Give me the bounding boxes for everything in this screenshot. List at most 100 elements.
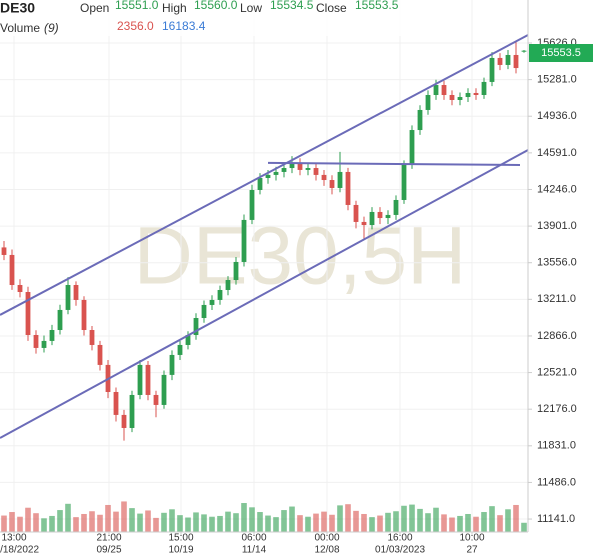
- volume-bar: [433, 507, 439, 532]
- volume-bar: [505, 509, 511, 532]
- candle-body: [385, 214, 391, 219]
- x-tick-date: 11/14: [242, 545, 267, 556]
- open-value: 15551.0: [115, 0, 159, 12]
- close-label: Close: [316, 1, 347, 15]
- x-tick-label: 21:00: [96, 533, 121, 544]
- volume-bar: [321, 511, 327, 532]
- candle-body: [393, 199, 399, 215]
- volume-bar: [465, 513, 471, 532]
- candle-body: [257, 178, 263, 190]
- volume-bar: [449, 517, 455, 532]
- candle-body: [305, 168, 311, 170]
- volume-bar: [209, 516, 215, 532]
- x-tick-label: 10:00: [459, 533, 484, 544]
- volume-bar: [417, 508, 423, 532]
- candle-body: [249, 190, 255, 220]
- candle-body: [137, 364, 143, 395]
- candle-body: [361, 221, 367, 226]
- high-value: 15560.0: [194, 0, 238, 12]
- volume-bar: [313, 513, 319, 532]
- volume-bar: [425, 513, 431, 532]
- volume-bar: [121, 501, 127, 532]
- candle-body: [65, 285, 71, 310]
- candle-body: [441, 85, 447, 95]
- candle-body: [97, 344, 103, 365]
- candle-body: [129, 394, 135, 428]
- volume-bar: [89, 511, 95, 532]
- x-tick-date: 27: [466, 545, 478, 556]
- y-tick-label: 11831.0: [537, 440, 576, 452]
- volume-bar: [49, 515, 55, 532]
- candle-body: [337, 171, 343, 188]
- volume-bar: [185, 517, 191, 532]
- candle-body: [465, 92, 471, 98]
- volume-label: Volume: [0, 21, 40, 35]
- volume-bar: [241, 503, 247, 532]
- y-tick-label: 12866.0: [537, 330, 577, 342]
- volume-bar: [153, 517, 159, 532]
- y-tick-label: 13556.0: [537, 257, 577, 269]
- candle-body: [121, 414, 127, 428]
- last-price: 15553.5: [541, 47, 581, 59]
- volume-bar: [385, 512, 391, 532]
- candle-body: [377, 211, 383, 219]
- candle-body: [297, 162, 303, 170]
- candle-body: [33, 334, 39, 348]
- volume-bar: [481, 512, 487, 532]
- volume-bar: [345, 504, 351, 532]
- candle-body: [1, 247, 7, 255]
- candle-body: [401, 164, 407, 200]
- volume-bar: [377, 515, 383, 532]
- x-tick-label: 16:00: [387, 533, 412, 544]
- y-tick-label: 12176.0: [537, 403, 577, 415]
- volume-bar: [65, 503, 71, 532]
- volume-bar: [161, 512, 167, 532]
- candle-body: [89, 330, 95, 345]
- volume-bar: [289, 506, 295, 532]
- volume-bar: [73, 517, 79, 532]
- x-tick-date: 10/19: [168, 545, 193, 556]
- candle-body: [185, 334, 191, 345]
- candle-body: [473, 92, 479, 95]
- candle-body: [177, 344, 183, 355]
- candle-body: [521, 50, 527, 52]
- last-price-box: [529, 44, 593, 62]
- volume-bar: [513, 504, 519, 532]
- x-tick-date: 01/03/2023: [375, 545, 425, 556]
- volume-bar: [33, 513, 39, 532]
- y-tick-label: 14936.0: [537, 110, 577, 122]
- candle-body: [193, 318, 199, 335]
- candle-body: [433, 85, 439, 95]
- open-label: Open: [80, 1, 109, 15]
- candle-body: [409, 130, 415, 165]
- volume-bar: [41, 518, 47, 532]
- candle-body: [113, 391, 119, 415]
- trendline: [0, 149, 529, 439]
- volume-period: (9): [44, 21, 59, 35]
- candle-body: [201, 304, 207, 319]
- volume-bar: [25, 507, 31, 532]
- volume-bar: [129, 508, 135, 532]
- candle-body: [161, 374, 167, 405]
- x-tick-label: 13:00: [1, 533, 26, 544]
- candle-body: [217, 289, 223, 300]
- candle-body: [449, 95, 455, 100]
- volume-bar: [457, 515, 463, 532]
- x-tick-date: 09/25: [96, 545, 121, 556]
- volume-bar: [297, 515, 303, 532]
- candle-body: [57, 309, 63, 331]
- candle-body: [313, 168, 319, 175]
- candle-body: [153, 394, 159, 405]
- candle-body: [233, 261, 239, 281]
- y-tick-label: 13901.0: [537, 220, 577, 232]
- volume-value: 2356.0: [117, 19, 154, 33]
- volume-bar: [273, 517, 279, 532]
- volume-bar: [225, 511, 231, 532]
- header-bg: [0, 0, 420, 36]
- candle-body: [505, 54, 511, 65]
- volume-bar: [489, 506, 495, 532]
- candle-body: [321, 174, 327, 181]
- volume-bar: [521, 522, 527, 532]
- y-tick-label: 11486.0: [537, 476, 576, 488]
- candle-body: [9, 254, 15, 285]
